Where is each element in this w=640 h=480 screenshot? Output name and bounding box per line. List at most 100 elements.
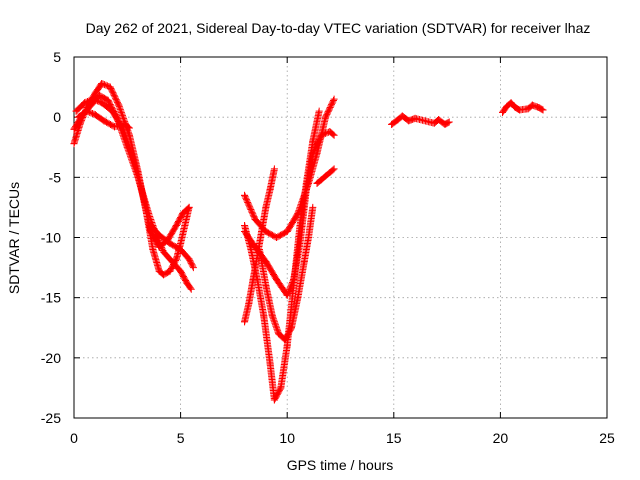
data-point [524,105,532,113]
data-point-marker [125,142,133,150]
data-point-marker [101,81,109,89]
data-point [189,264,197,272]
data-point [172,255,180,263]
data-point-marker [269,315,277,323]
data-point [322,113,330,121]
data-point [275,330,283,338]
data-point-marker [189,262,197,270]
data-point [247,246,255,254]
data-point [160,271,168,279]
x-tick-label: 20 [493,430,509,446]
x-tick-label: 15 [386,430,402,446]
data-point [499,108,507,116]
data-point-marker [285,287,293,295]
data-point-marker [302,185,310,193]
data-point [241,221,249,229]
data-point-marker [301,188,309,196]
data-point-marker [298,199,306,207]
data-point-marker [128,149,136,157]
data-point [270,396,278,404]
data-point-marker [294,208,302,216]
data-point [305,234,313,241]
data-point [294,294,302,302]
data-point-marker [287,281,295,289]
data-point [74,113,82,121]
series-arc-c [72,95,193,251]
data-point-marker [124,140,132,148]
data-point [172,221,180,229]
data-point [266,185,274,193]
data-point-marker [88,110,96,118]
data-point-marker [116,106,124,114]
data-point-marker [301,190,309,198]
data-point [277,384,285,392]
y-axis-label: SDTVAR / TECUs [6,182,22,294]
data-point-marker [120,128,128,136]
data-point-marker [93,97,101,105]
chart-title: Day 262 of 2021, Sidereal Day-to-day VTE… [86,20,591,36]
data-point [287,324,295,332]
data-point-marker [284,290,292,298]
series-arc-m [499,99,547,116]
data-point [177,267,185,275]
data-point-marker [84,98,92,106]
data-point-marker [123,137,131,145]
axis-ticks [73,56,608,419]
data-point [535,104,543,112]
data-point [516,106,524,114]
data-point [296,240,304,248]
y-tick-label: -15 [41,290,61,306]
y-tick-label: -20 [41,350,61,366]
data-point [330,131,338,139]
data-point [326,169,334,177]
data-point [528,101,536,109]
data-point-marker [128,151,136,159]
data-point [283,342,291,350]
data-point [300,258,308,266]
data-point-marker [82,98,90,106]
data-point-marker [125,143,133,151]
data-point [98,99,106,107]
data-point-marker [117,107,125,115]
data-point-marker [115,103,123,111]
data-point-marker [117,109,125,117]
data-point [70,125,78,133]
data-point [313,149,321,157]
data-point-marker [91,96,99,104]
data-point [155,231,163,239]
data-point-marker [120,127,128,135]
data-point [253,276,261,284]
y-tick-label: 0 [53,109,61,125]
data-point [166,240,174,248]
data-point [262,258,270,266]
data-point [168,258,176,266]
data-point [317,176,325,184]
data-point [441,120,449,128]
data-point-marker [102,81,110,89]
data-point [435,116,443,124]
data-point-marker [287,325,295,333]
data-point [511,104,519,112]
data-point-marker [302,187,310,195]
x-tick-label: 10 [279,430,295,446]
data-point [394,116,402,124]
data-point [283,227,291,235]
data-point [315,107,323,115]
y-tick-labels: 5 0 -5 -10 -15 -20 -25 [41,49,61,426]
data-point-marker [289,277,297,285]
x-axis-label: GPS time / hours [287,457,394,473]
data-point [108,107,116,115]
data-point-marker [122,134,130,142]
data-point-marker [299,194,307,202]
data-point-marker [273,324,281,332]
data-point [273,276,281,284]
data-point-marker [288,280,296,288]
data-point-marker [299,196,307,204]
data-point [130,155,138,163]
data-point [305,179,313,187]
data-point [115,101,123,109]
data-point [96,92,104,100]
data-point [147,221,155,229]
data-point-marker [126,145,134,153]
data-point [309,203,317,211]
